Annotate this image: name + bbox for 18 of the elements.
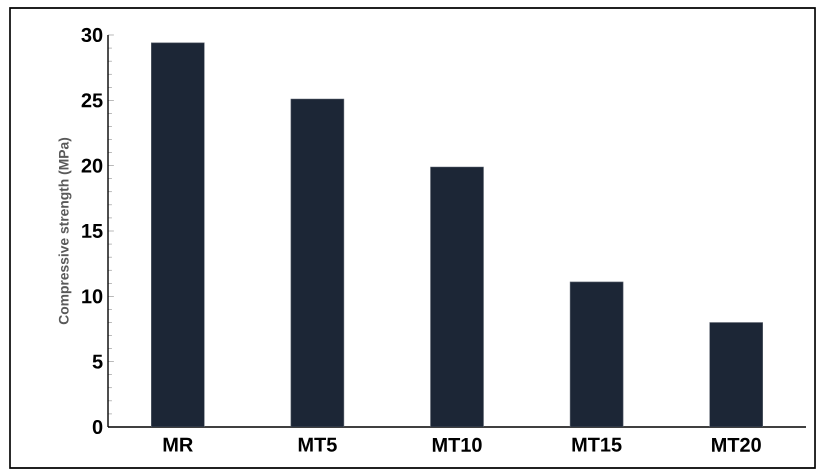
bar	[709, 322, 763, 427]
y-tick-label: 25	[82, 93, 103, 108]
x-tick-label: MT5	[298, 438, 337, 452]
y-tick-label: 10	[82, 289, 102, 304]
y-tick-label: 15	[82, 224, 103, 238]
x-tick-label: MT20	[712, 438, 761, 452]
x-tick-label: MT15	[572, 438, 622, 452]
bar	[151, 42, 205, 427]
y-tick-label: 30	[81, 28, 102, 42]
bar	[570, 282, 624, 427]
x-tick-label: MR	[164, 438, 193, 452]
bar	[290, 98, 344, 427]
y-tick-label: 20	[82, 158, 102, 173]
y-tick-label: 0	[92, 420, 102, 434]
x-tick-label: MT10	[432, 438, 482, 452]
y-tick-label: 5	[92, 354, 103, 369]
y-axis-title: Compressive strength (MPa)	[58, 138, 72, 324]
bar	[430, 166, 484, 427]
